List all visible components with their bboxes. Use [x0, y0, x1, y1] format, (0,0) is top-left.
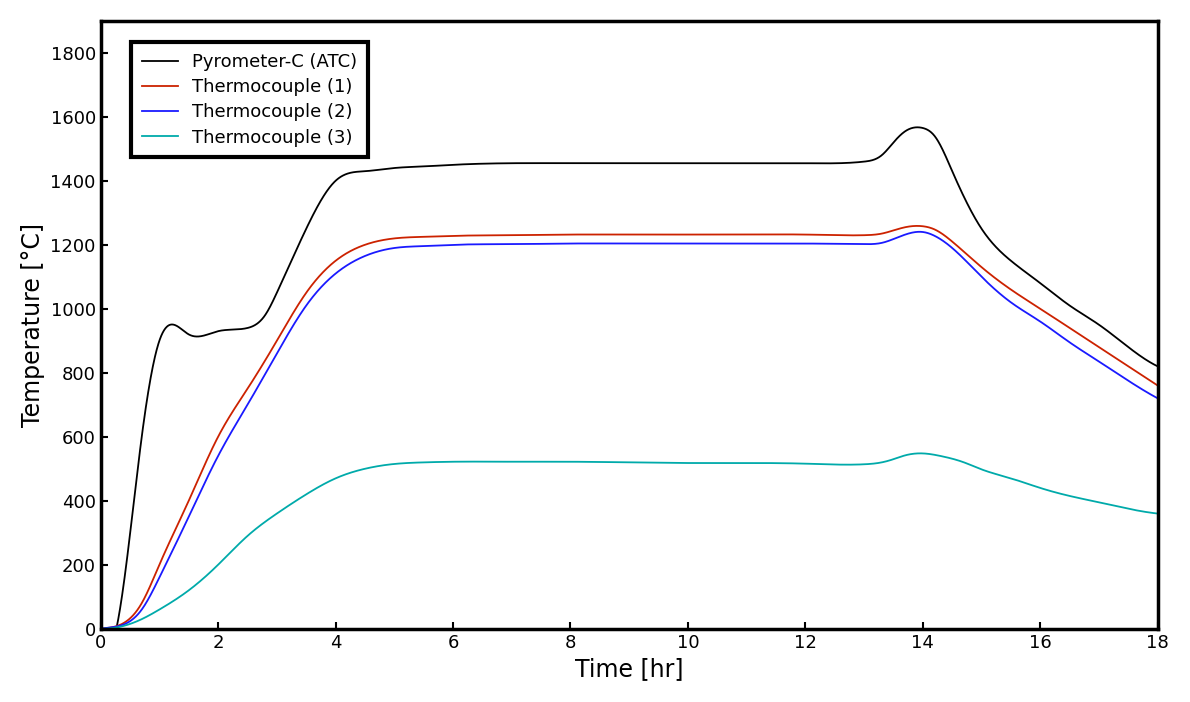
Thermocouple (3) [1016, 478, 1031, 486]
Y-axis label: Temperature [°C]: Temperature [°C] [21, 223, 45, 427]
Pyrometer-C (ATC) [1130, 350, 1145, 358]
Pyrometer-C (ATC) [94, 625, 108, 633]
Pyrometer-C (ATC) [545, 159, 559, 167]
Thermocouple (3) [1130, 506, 1145, 515]
Thermocouple (1) [277, 324, 292, 333]
Thermocouple (1) [1016, 293, 1031, 302]
Line: Pyrometer-C (ATC): Pyrometer-C (ATC) [101, 127, 1158, 629]
Thermocouple (1) [910, 222, 925, 230]
Line: Thermocouple (2): Thermocouple (2) [101, 232, 1158, 629]
Line: Thermocouple (1): Thermocouple (1) [101, 226, 1158, 629]
Pyrometer-C (ATC) [1016, 266, 1031, 274]
Thermocouple (1) [1151, 381, 1165, 390]
Thermocouple (1) [94, 625, 108, 633]
Pyrometer-C (ATC) [1151, 362, 1165, 371]
Thermocouple (2) [499, 240, 513, 249]
Thermocouple (2) [545, 239, 559, 248]
Thermocouple (3) [277, 505, 292, 513]
Thermocouple (3) [1151, 510, 1165, 518]
Thermocouple (2) [1130, 382, 1145, 390]
Thermocouple (2) [94, 625, 108, 633]
Thermocouple (1) [545, 230, 559, 239]
Thermocouple (2) [913, 227, 927, 236]
Thermocouple (3) [545, 458, 559, 466]
Thermocouple (1) [1130, 368, 1145, 376]
Thermocouple (2) [277, 337, 292, 345]
X-axis label: Time [hr]: Time [hr] [575, 657, 683, 681]
Pyrometer-C (ATC) [910, 123, 925, 131]
Pyrometer-C (ATC) [499, 159, 513, 168]
Thermocouple (2) [214, 446, 228, 454]
Thermocouple (2) [1151, 394, 1165, 402]
Pyrometer-C (ATC) [277, 273, 292, 282]
Thermocouple (3) [214, 557, 228, 566]
Pyrometer-C (ATC) [214, 326, 228, 335]
Thermocouple (2) [1016, 307, 1031, 315]
Thermocouple (1) [214, 427, 228, 435]
Thermocouple (1) [499, 231, 513, 239]
Thermocouple (3) [913, 449, 927, 458]
Thermocouple (3) [94, 625, 108, 633]
Thermocouple (3) [499, 458, 513, 466]
Line: Thermocouple (3): Thermocouple (3) [101, 453, 1158, 629]
Legend: Pyrometer-C (ATC), Thermocouple (1), Thermocouple (2), Thermocouple (3): Pyrometer-C (ATC), Thermocouple (1), The… [131, 42, 368, 157]
